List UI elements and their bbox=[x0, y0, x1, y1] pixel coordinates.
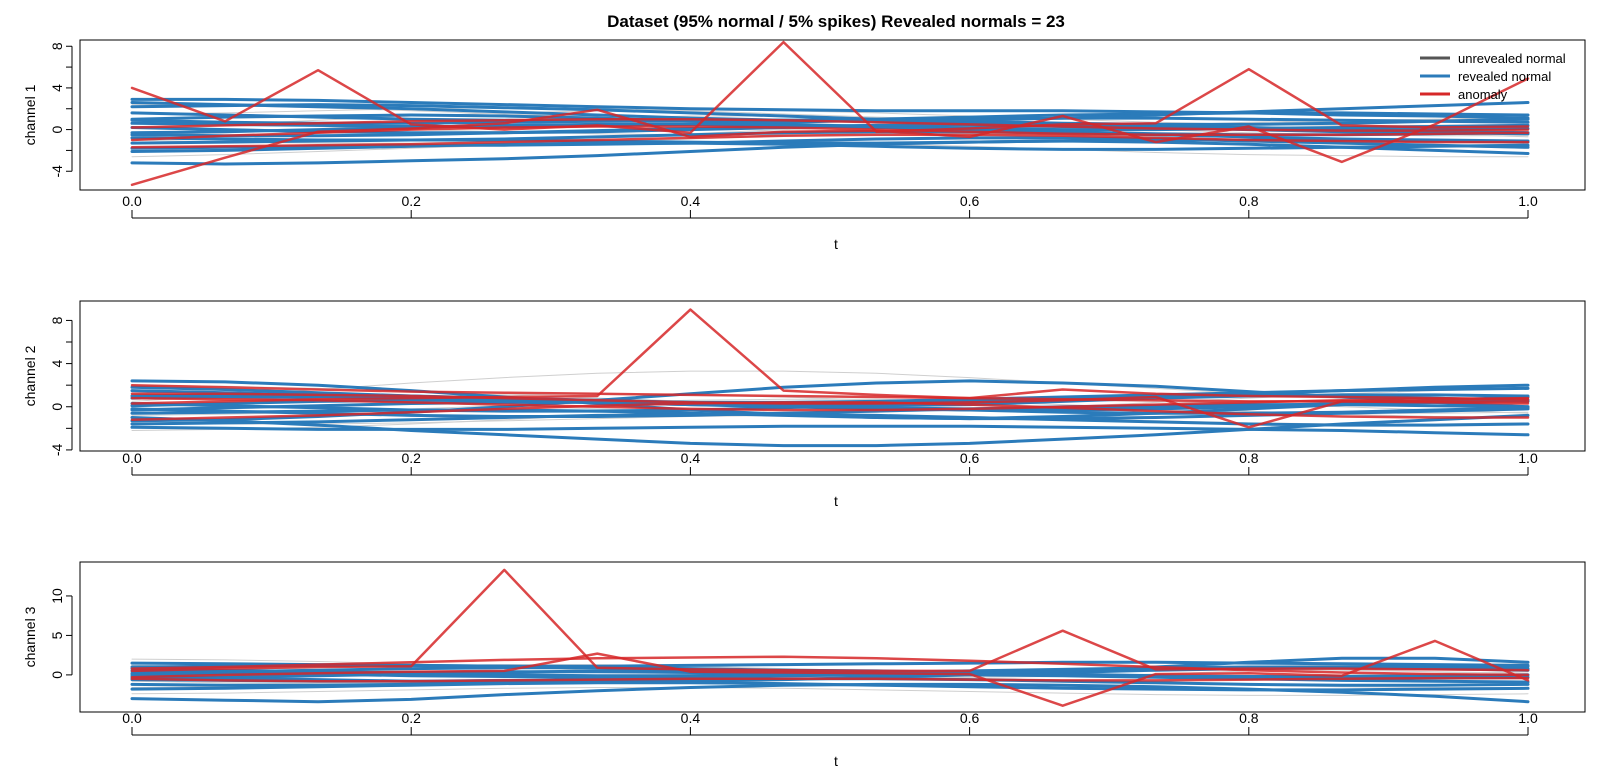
legend-label-unrevealed: unrevealed normal bbox=[1458, 51, 1566, 66]
x-tick-label: 0.0 bbox=[122, 450, 142, 466]
y-tick-label: 10 bbox=[49, 588, 65, 604]
x-tick-label: 0.4 bbox=[681, 450, 701, 466]
x-axis-label: t bbox=[834, 753, 838, 769]
y-tick-label: 4 bbox=[49, 84, 65, 92]
x-tick-label: 0.6 bbox=[960, 710, 980, 726]
anomaly-series-line bbox=[130, 125, 1530, 142]
legend: unrevealed normal revealed normal anomal… bbox=[1420, 51, 1566, 102]
x-tick-label: 0.6 bbox=[960, 450, 980, 466]
revealed-normal-series-line bbox=[130, 412, 1530, 427]
y-tick-label: 4 bbox=[49, 359, 65, 367]
series-group bbox=[130, 308, 1530, 448]
series-group bbox=[130, 40, 1530, 187]
x-tick-label: 0.4 bbox=[681, 710, 701, 726]
x-tick-label: 0.6 bbox=[960, 193, 980, 209]
revealed-normal-series-line bbox=[130, 413, 1530, 448]
x-tick-label: 1.0 bbox=[1518, 710, 1538, 726]
chart-title: Dataset (95% normal / 5% spikes) Reveale… bbox=[607, 12, 1065, 31]
unrevealed-normal-series-line bbox=[131, 687, 1529, 696]
y-tick-label: 8 bbox=[49, 42, 65, 50]
x-tick-label: 0.2 bbox=[401, 450, 421, 466]
x-tick-label: 0.0 bbox=[122, 710, 142, 726]
x-tick-label: 0.2 bbox=[401, 193, 421, 209]
panel-frame bbox=[79, 300, 1586, 452]
revealed-normal-series-line bbox=[130, 103, 1530, 126]
revealed-normal-series-line bbox=[130, 400, 1530, 415]
x-tick-label: 0.8 bbox=[1239, 450, 1259, 466]
revealed-normal-series-line bbox=[130, 681, 1530, 692]
anomaly-series-line bbox=[130, 40, 1530, 134]
x-axis-label: t bbox=[834, 236, 838, 252]
anomaly-series-line bbox=[130, 383, 1530, 403]
x-tick-label: 0.8 bbox=[1239, 193, 1259, 209]
x-tick-label: 0.8 bbox=[1239, 710, 1259, 726]
x-tick-label: 1.0 bbox=[1518, 450, 1538, 466]
y-tick-label: 5 bbox=[49, 631, 65, 639]
y-axis-label: channel 2 bbox=[22, 345, 38, 406]
x-axis-label: t bbox=[834, 493, 838, 509]
anomaly-series-line bbox=[130, 568, 1530, 673]
panel-channel-3: 0.0 0.2 0.4 0.6 0.8 1.0 t 0 5 10 channel 3 bbox=[22, 561, 1586, 769]
y-tick-label: 0 bbox=[49, 671, 65, 679]
panel-channel-1: 0.0 0.2 0.4 0.6 0.8 1.0 t -4 0 4 8 channel 1 bbox=[22, 39, 1586, 252]
y-axis-label: channel 3 bbox=[22, 606, 38, 667]
revealed-normal-series-line bbox=[130, 141, 1530, 153]
y-axis-label: channel 1 bbox=[22, 84, 38, 145]
x-tick-label: 0.0 bbox=[122, 193, 142, 209]
anomaly-series-line bbox=[130, 401, 1530, 421]
x-tick-label: 1.0 bbox=[1518, 193, 1538, 209]
legend-label-revealed: revealed normal bbox=[1458, 69, 1551, 84]
panel-frame bbox=[79, 561, 1586, 713]
x-tick-label: 0.4 bbox=[681, 193, 701, 209]
anomaly-series-line bbox=[130, 639, 1530, 707]
y-tick-label: -4 bbox=[49, 165, 65, 178]
panel-frame bbox=[79, 39, 1586, 191]
legend-label-anomaly: anomaly bbox=[1458, 87, 1508, 102]
y-tick-label: 0 bbox=[49, 403, 65, 411]
anomaly-series-line bbox=[130, 676, 1530, 683]
anomaly-series-line bbox=[130, 308, 1530, 405]
x-tick-label: 0.2 bbox=[401, 710, 421, 726]
y-tick-label: 0 bbox=[49, 125, 65, 133]
y-tick-label: 8 bbox=[49, 316, 65, 324]
panel-channel-2: 0.0 0.2 0.4 0.6 0.8 1.0 t -4 0 4 8 channel 2 bbox=[22, 300, 1586, 509]
revealed-normal-series-line bbox=[130, 424, 1530, 437]
anomaly-series-line bbox=[130, 655, 1530, 677]
anomaly-series-line bbox=[130, 133, 1530, 149]
anomaly-series-line bbox=[130, 117, 1530, 132]
y-tick-label: -4 bbox=[49, 443, 65, 456]
series-group bbox=[130, 568, 1530, 707]
